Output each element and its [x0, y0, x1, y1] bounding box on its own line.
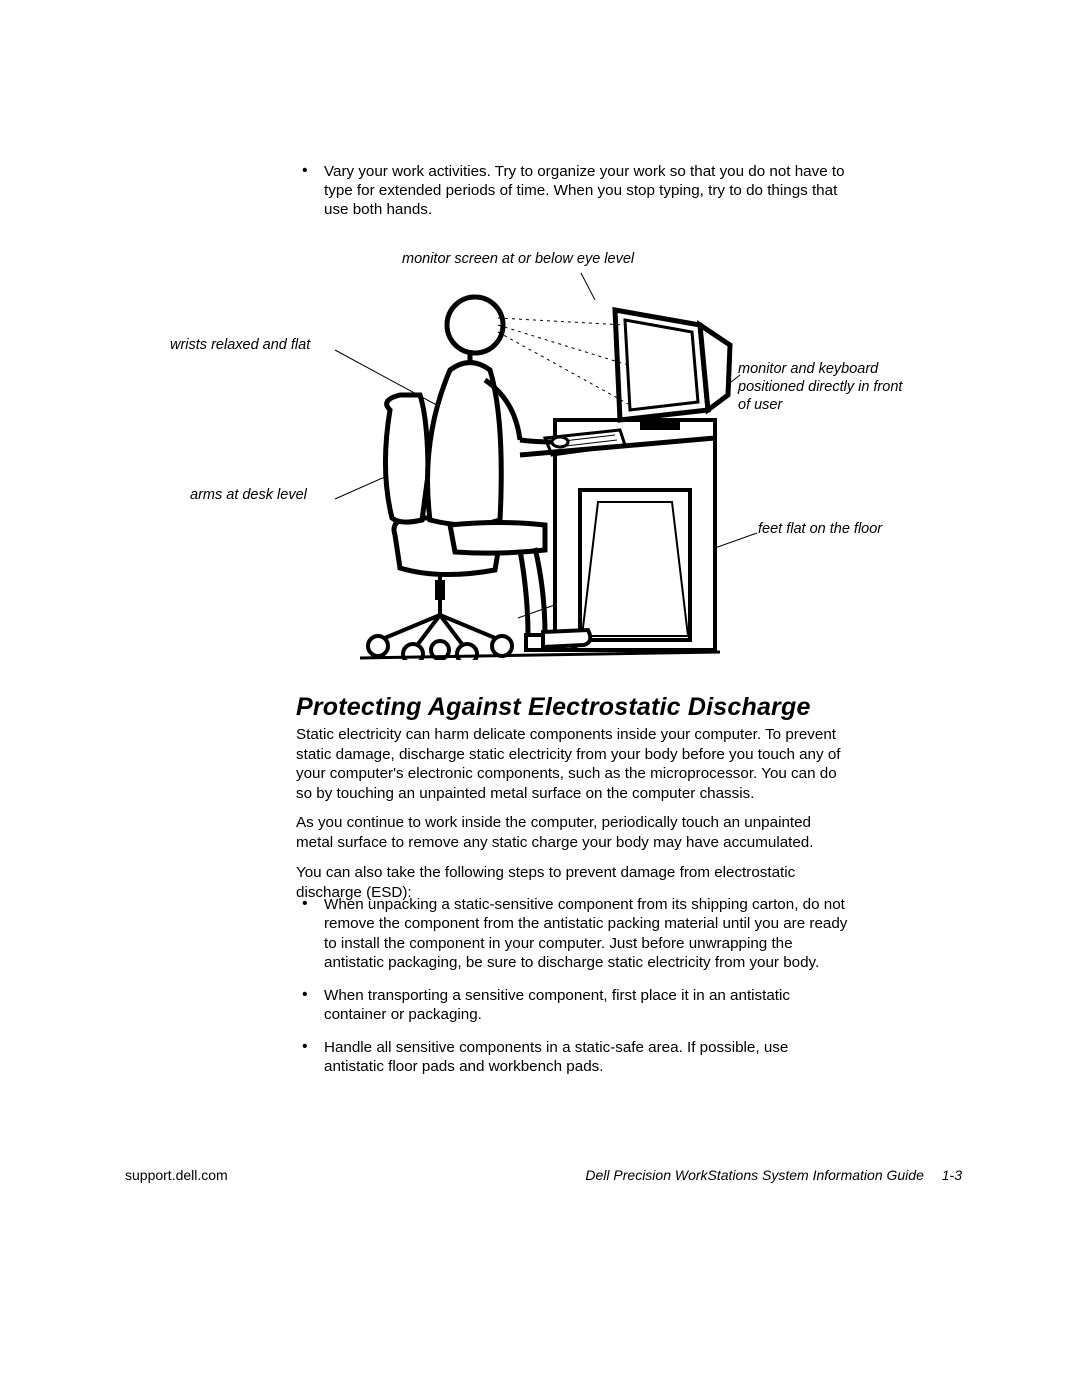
callout-feet: feet flat on the floor	[758, 520, 918, 538]
esd-bullet-3-text: Handle all sensitive components in a sta…	[324, 1039, 788, 1075]
ergonomics-diagram: monitor screen at or below eye level wri…	[155, 240, 915, 660]
footer-page-number: 1-3	[942, 1167, 962, 1183]
top-bullet-item: Vary your work activities. Try to organi…	[296, 162, 849, 219]
top-bullet-block: Vary your work activities. Try to organi…	[296, 162, 849, 219]
esd-bullet-1-text: When unpacking a static-sensitive compon…	[324, 896, 847, 971]
esd-bullet-1: When unpacking a static-sensitive compon…	[296, 895, 849, 973]
esd-bullet-2: When transporting a sensitive component,…	[296, 986, 849, 1025]
callout-monitor-keyboard-front: monitor and keyboard positioned directly…	[738, 360, 908, 414]
esd-bullet-3: Handle all sensitive components in a sta…	[296, 1038, 849, 1077]
page: Vary your work activities. Try to organi…	[0, 0, 1080, 1397]
top-bullet-text: Vary your work activities. Try to organi…	[324, 163, 845, 218]
top-bullet-list: Vary your work activities. Try to organi…	[296, 162, 849, 219]
section-heading: Protecting Against Electrostatic Dischar…	[296, 693, 856, 722]
paragraph-2: As you continue to work inside the compu…	[296, 813, 849, 852]
esd-bullet-list: When unpacking a static-sensitive compon…	[296, 895, 849, 1090]
ergonomics-drawing	[320, 270, 740, 660]
paragraph-1: Static electricity can harm delicate com…	[296, 725, 849, 803]
callout-monitor-eye-level: monitor screen at or below eye level	[402, 250, 702, 268]
footer-url: support.dell.com	[125, 1167, 228, 1183]
footer-book-title: Dell Precision WorkStations System Infor…	[585, 1167, 923, 1183]
esd-bullet-2-text: When transporting a sensitive component,…	[324, 987, 790, 1023]
footer-right: Dell Precision WorkStations System Infor…	[585, 1167, 962, 1183]
